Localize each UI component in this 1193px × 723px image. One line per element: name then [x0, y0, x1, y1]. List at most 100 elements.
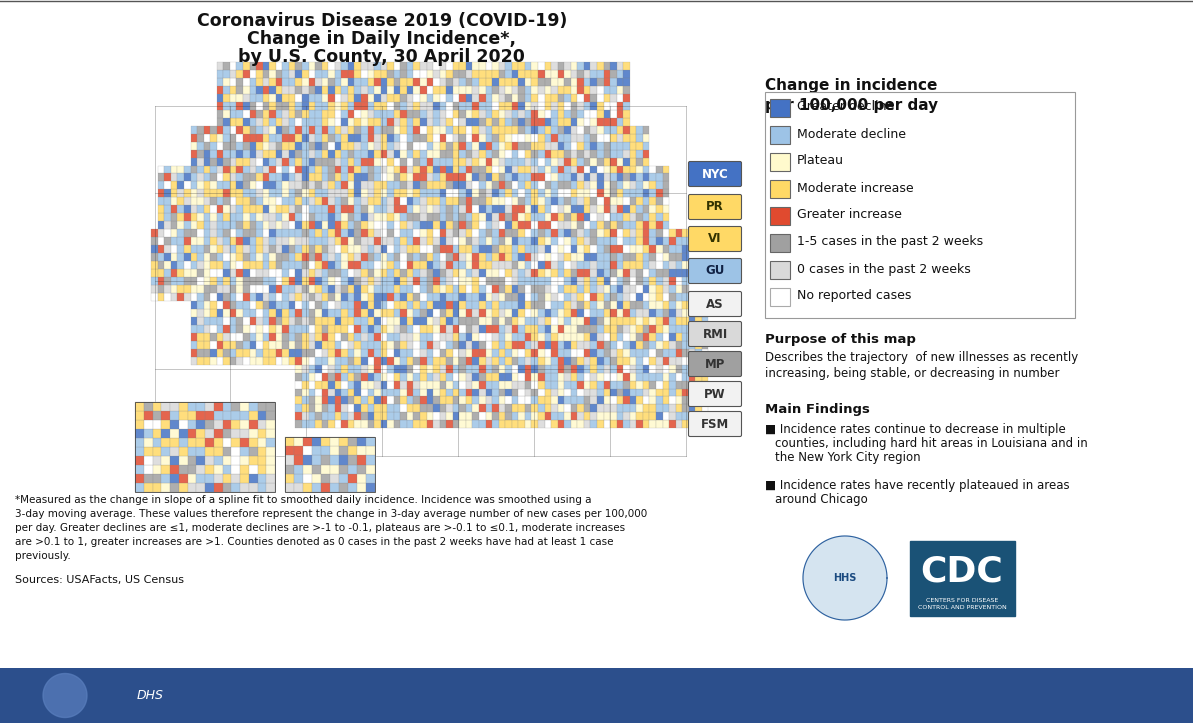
Bar [361, 213, 367, 221]
Bar [486, 333, 492, 341]
Bar [617, 221, 623, 229]
Bar [197, 205, 204, 213]
Bar [662, 197, 669, 205]
Bar [551, 277, 557, 285]
Bar [591, 166, 596, 174]
Bar [596, 253, 604, 261]
Bar [596, 269, 604, 277]
Bar [191, 301, 197, 309]
Bar [258, 438, 266, 447]
Bar [557, 110, 564, 118]
Bar [544, 78, 551, 86]
Bar [564, 388, 570, 396]
Bar [623, 317, 630, 325]
Bar [230, 174, 236, 181]
Bar [636, 245, 643, 253]
Bar [518, 94, 525, 102]
Bar [191, 333, 197, 341]
FancyBboxPatch shape [688, 161, 742, 187]
Text: FSM: FSM [700, 417, 729, 430]
Bar [354, 356, 361, 364]
Bar [505, 396, 512, 404]
Bar [135, 420, 143, 429]
Bar [231, 420, 240, 429]
Bar [161, 420, 169, 429]
Bar [367, 341, 375, 348]
Bar [525, 269, 531, 277]
Bar [433, 293, 440, 301]
Bar [407, 150, 414, 158]
Bar [617, 301, 623, 309]
Bar [459, 356, 466, 364]
Bar [427, 166, 433, 174]
Bar [525, 348, 531, 356]
Bar [223, 285, 230, 293]
Bar [643, 229, 649, 237]
Bar [538, 102, 544, 110]
Bar [577, 261, 583, 269]
Bar [486, 285, 492, 293]
Bar [296, 269, 302, 277]
Text: RMI: RMI [703, 328, 728, 341]
Bar [394, 372, 401, 380]
Bar [636, 150, 643, 158]
Bar [361, 70, 367, 78]
Bar [649, 189, 656, 197]
Bar [330, 437, 339, 446]
Bar [499, 174, 505, 181]
Bar [303, 474, 313, 483]
Bar [381, 78, 388, 86]
Bar [335, 237, 341, 245]
Bar [341, 213, 348, 221]
Bar [348, 341, 354, 348]
Bar [223, 181, 230, 189]
Bar [341, 261, 348, 269]
Bar [617, 372, 623, 380]
Bar [191, 245, 197, 253]
Bar [617, 78, 623, 86]
Bar [623, 356, 630, 364]
Bar [570, 197, 577, 205]
Bar [223, 420, 231, 429]
Bar [289, 285, 296, 293]
Bar [289, 221, 296, 229]
Bar [557, 237, 564, 245]
Bar [499, 166, 505, 174]
Bar [682, 309, 688, 317]
Bar [249, 118, 256, 126]
Bar [544, 317, 551, 325]
Bar [480, 269, 486, 277]
Bar [217, 150, 223, 158]
Bar [217, 94, 223, 102]
Bar [505, 372, 512, 380]
Bar [270, 158, 276, 166]
Bar [596, 78, 604, 86]
Bar [270, 356, 276, 364]
Bar [315, 181, 322, 189]
Bar [531, 341, 538, 348]
Bar [348, 245, 354, 253]
Bar [636, 396, 643, 404]
Bar [381, 181, 388, 189]
Bar [499, 158, 505, 166]
Bar [407, 245, 414, 253]
Bar [171, 221, 178, 229]
Bar [302, 158, 309, 166]
Bar [512, 348, 518, 356]
Bar [361, 126, 367, 134]
Bar [236, 150, 243, 158]
Bar [570, 126, 577, 134]
Bar [289, 293, 296, 301]
Bar [688, 364, 696, 372]
Bar [270, 269, 276, 277]
Bar [322, 348, 328, 356]
Bar [643, 285, 649, 293]
Bar [610, 372, 617, 380]
Bar [486, 364, 492, 372]
Bar [649, 269, 656, 277]
Bar [446, 118, 453, 126]
Bar [643, 142, 649, 150]
Bar [570, 86, 577, 94]
Bar [335, 420, 341, 428]
Bar [388, 380, 394, 388]
